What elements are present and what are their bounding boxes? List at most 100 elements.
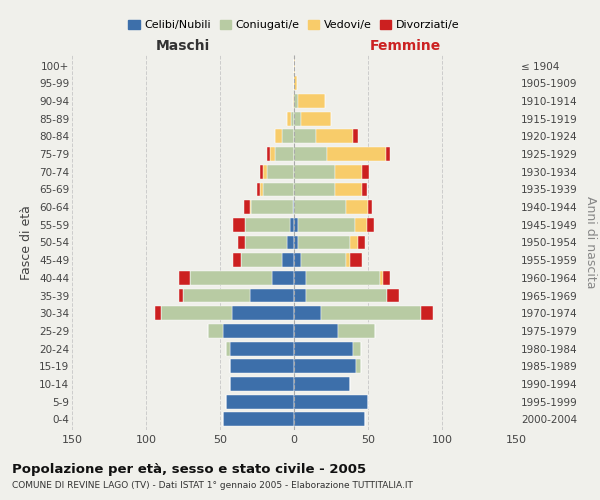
Bar (223, 324, 294, 338)
Bar (353, 342, 361, 355)
Bar (306, 288, 387, 302)
Text: Popolazione per età, sesso e stato civile - 2005: Popolazione per età, sesso e stato civil… (12, 462, 366, 475)
Bar (338, 324, 376, 338)
Bar (350, 236, 358, 250)
Bar (346, 200, 368, 214)
Bar (238, 236, 245, 250)
Bar (294, 288, 306, 302)
Bar (275, 147, 294, 161)
Bar (250, 288, 294, 302)
Bar (294, 94, 298, 108)
Bar (294, 412, 365, 426)
Bar (232, 306, 294, 320)
Bar (367, 218, 374, 232)
Bar (368, 200, 373, 214)
Bar (294, 324, 338, 338)
Bar (298, 236, 350, 250)
Bar (226, 342, 230, 355)
Bar (230, 342, 294, 355)
Bar (179, 288, 183, 302)
Bar (245, 218, 290, 232)
Bar (301, 112, 331, 126)
Bar (294, 112, 301, 126)
Bar (320, 306, 421, 320)
Bar (282, 130, 294, 143)
Bar (294, 236, 298, 250)
Bar (294, 377, 350, 391)
Bar (346, 254, 350, 267)
Bar (263, 182, 294, 196)
Bar (294, 360, 356, 373)
Bar (294, 271, 306, 285)
Bar (155, 306, 161, 320)
Bar (293, 94, 294, 108)
Bar (316, 130, 353, 143)
Bar (291, 112, 294, 126)
Bar (421, 306, 433, 320)
Bar (294, 342, 353, 355)
Bar (294, 130, 316, 143)
Bar (294, 306, 320, 320)
Bar (233, 254, 241, 267)
Bar (244, 200, 250, 214)
Bar (362, 182, 367, 196)
Bar (183, 288, 250, 302)
Bar (383, 271, 390, 285)
Bar (245, 236, 287, 250)
Bar (208, 324, 223, 338)
Bar (386, 147, 390, 161)
Bar (241, 254, 282, 267)
Bar (268, 165, 294, 178)
Bar (362, 165, 370, 178)
Bar (356, 360, 361, 373)
Bar (294, 58, 295, 72)
Bar (233, 218, 245, 232)
Bar (271, 147, 275, 161)
Bar (380, 271, 383, 285)
Y-axis label: Anni di nascita: Anni di nascita (584, 196, 597, 289)
Bar (326, 147, 386, 161)
Bar (294, 147, 326, 161)
Bar (250, 200, 251, 214)
Bar (230, 360, 294, 373)
Bar (251, 200, 293, 214)
Bar (272, 271, 294, 285)
Bar (263, 165, 268, 178)
Bar (353, 130, 358, 143)
Bar (294, 200, 346, 214)
Bar (161, 306, 232, 320)
Bar (358, 236, 365, 250)
Bar (298, 94, 325, 108)
Bar (301, 254, 346, 267)
Bar (294, 218, 298, 232)
Bar (287, 236, 294, 250)
Bar (179, 271, 190, 285)
Bar (306, 271, 380, 285)
Bar (275, 130, 282, 143)
Bar (294, 254, 301, 267)
Text: Maschi: Maschi (156, 39, 210, 53)
Bar (290, 218, 294, 232)
Bar (294, 395, 368, 408)
Bar (293, 200, 294, 214)
Y-axis label: Fasce di età: Fasce di età (20, 205, 34, 280)
Bar (294, 165, 335, 178)
Bar (350, 254, 362, 267)
Bar (335, 182, 362, 196)
Bar (294, 182, 335, 196)
Bar (335, 165, 362, 178)
Bar (287, 112, 291, 126)
Legend: Celibi/Nubili, Coniugati/e, Vedovi/e, Divorziati/e: Celibi/Nubili, Coniugati/e, Vedovi/e, Di… (124, 16, 464, 35)
Bar (355, 218, 367, 232)
Bar (298, 218, 355, 232)
Bar (294, 76, 297, 90)
Bar (282, 254, 294, 267)
Bar (268, 147, 271, 161)
Bar (260, 182, 263, 196)
Text: COMUNE DI REVINE LAGO (TV) - Dati ISTAT 1° gennaio 2005 - Elaborazione TUTTITALI: COMUNE DI REVINE LAGO (TV) - Dati ISTAT … (12, 481, 413, 490)
Bar (260, 165, 263, 178)
Bar (226, 395, 294, 408)
Bar (257, 182, 260, 196)
Bar (190, 271, 272, 285)
Text: Femmine: Femmine (370, 39, 440, 53)
